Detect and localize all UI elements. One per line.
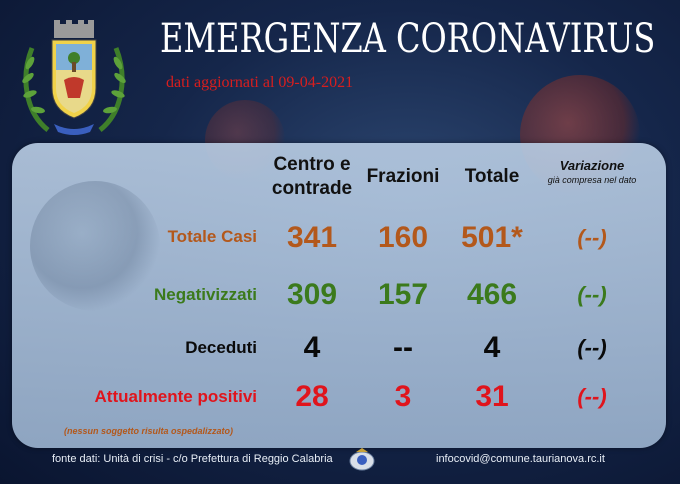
variazione-label: Variazione	[559, 158, 625, 173]
cell-totale-casi-centro: 341	[286, 221, 338, 254]
cell-positivi-variazione: (--)	[577, 384, 607, 409]
prefettura-emblem-icon	[349, 448, 375, 471]
cell-deceduti-centro: 4	[303, 331, 321, 364]
column-header-centro: Centro e contrade	[271, 154, 353, 199]
cell-negativizzati-frazioni: 157	[377, 278, 429, 311]
hospital-note: (nessun soggetto risulta ospedalizzato)	[64, 426, 234, 436]
update-date: dati aggiornati al 09-04-2021	[166, 74, 354, 91]
row-label-attualmente-positivi: Attualmente positivi	[94, 387, 257, 406]
row-label-totale-casi: Totale Casi	[167, 227, 257, 246]
contact-email: infocovid@comune.taurianova.rc.it	[436, 453, 605, 465]
column-header-variazione: Variazione già compresa nel dato	[542, 158, 642, 185]
cell-deceduti-totale: 4	[483, 331, 501, 364]
cell-positivi-totale: 31	[475, 380, 509, 413]
row-label-negativizzati: Negativizzati	[154, 285, 257, 304]
cell-positivi-centro: 28	[295, 380, 329, 413]
cell-totale-casi-variazione: (--)	[577, 225, 607, 250]
cell-negativizzati-totale: 466	[466, 278, 518, 311]
cell-positivi-frazioni: 3	[394, 380, 412, 413]
cell-negativizzati-centro: 309	[286, 278, 338, 311]
variazione-note: già compresa nel dato	[547, 175, 637, 185]
data-source: fonte dati: Unità di crisi - c/o Prefett…	[52, 453, 333, 465]
row-label-deceduti: Deceduti	[185, 338, 257, 357]
municipal-crest-icon	[22, 20, 126, 135]
page-title: EMERGENZA CORONAVIRUS	[160, 16, 656, 62]
cell-totale-casi-totale: 501*	[461, 221, 523, 254]
cell-deceduti-frazioni: --	[393, 331, 413, 364]
cell-negativizzati-variazione: (--)	[577, 282, 607, 307]
data-panel: Centro e contrade Frazioni Totale Variaz…	[12, 143, 666, 448]
column-header-totale: Totale	[464, 166, 520, 187]
column-header-frazioni: Frazioni	[366, 166, 440, 187]
cell-deceduti-variazione: (--)	[577, 335, 607, 360]
virus-decoration-icon	[30, 181, 160, 311]
cell-totale-casi-frazioni: 160	[377, 221, 429, 254]
